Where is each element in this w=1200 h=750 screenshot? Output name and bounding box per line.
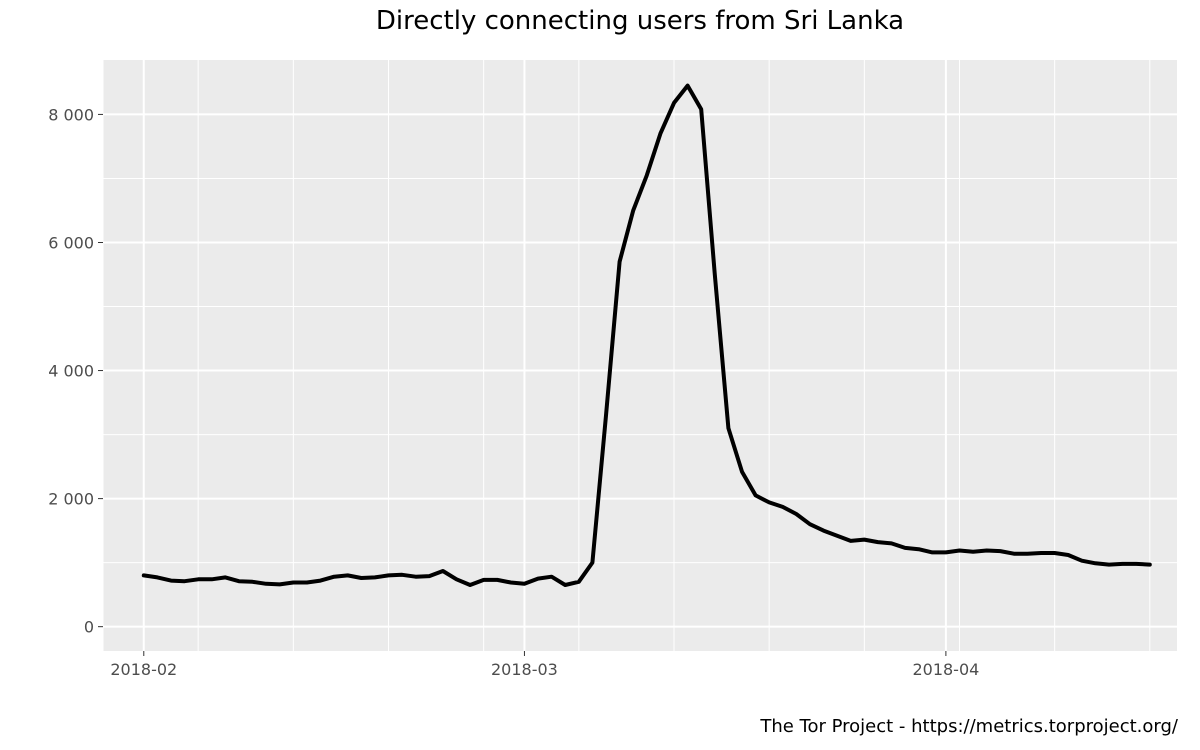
y-tick-label: 0: [84, 618, 94, 637]
x-tick-label: 2018-02: [110, 660, 177, 679]
y-tick-label: 6 000: [48, 233, 94, 252]
y-tick-label: 8 000: [48, 105, 94, 124]
y-tick-label: 2 000: [48, 490, 94, 509]
y-axis: 0 2 000 4 000 6 000 8 000: [48, 105, 103, 637]
x-tick-label: 2018-03: [491, 660, 558, 679]
major-gridlines: [103, 60, 1177, 651]
series-line: [141, 83, 1152, 587]
minor-gridlines: [102, 60, 1177, 651]
source-credit: The Tor Project - https://metrics.torpro…: [760, 716, 1178, 737]
x-axis: 2018-02 2018-03 2018-04: [110, 651, 979, 679]
x-tick-label: 2018-04: [912, 660, 979, 679]
y-tick-label: 4 000: [48, 362, 94, 381]
chart-title: Directly connecting users from Sri Lanka: [375, 6, 905, 36]
